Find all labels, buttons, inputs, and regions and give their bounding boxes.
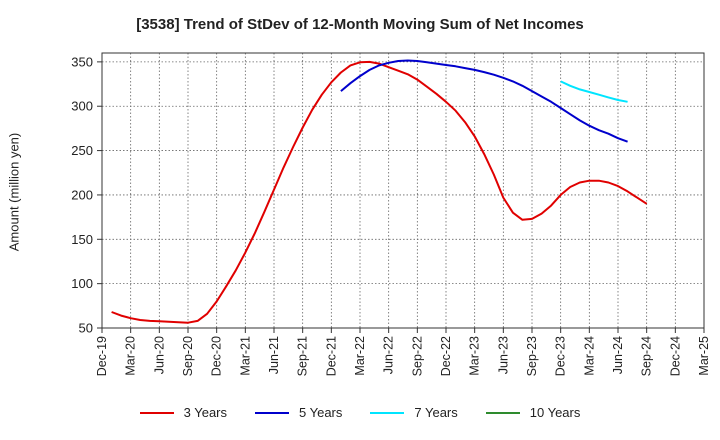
- legend-label: 7 Years: [414, 405, 458, 420]
- legend-swatch: [255, 411, 289, 414]
- x-tick-label: Sep-20: [181, 336, 195, 376]
- legend-swatch: [139, 411, 174, 414]
- x-tick-label: Dec-19: [95, 336, 109, 376]
- legend-swatch: [485, 411, 520, 414]
- legend: 3 Years 5 Years 7 Years 10 Years: [0, 405, 720, 420]
- x-tick-label: Sep-23: [525, 336, 539, 376]
- y-tick-label: 50: [79, 321, 93, 336]
- x-tick-label: Mar-25: [697, 336, 711, 376]
- series-line-3-years: [111, 60, 648, 324]
- x-tick-label: Sep-22: [410, 336, 424, 376]
- x-tick-label: Jun-21: [267, 336, 281, 374]
- y-tick-label: 300: [71, 99, 93, 114]
- x-tick-label: Mar-23: [468, 336, 482, 376]
- legend-item: 10 Years: [485, 405, 581, 420]
- x-tick-label: Dec-24: [668, 336, 682, 376]
- x-tick-label: Mar-21: [238, 336, 252, 376]
- x-tick-label: Dec-23: [554, 336, 568, 376]
- legend-swatch: [370, 411, 405, 414]
- legend-item: 7 Years: [370, 405, 458, 420]
- plot-frame: [101, 52, 705, 329]
- y-tick-label: 100: [71, 276, 93, 291]
- chart-title: [3538] Trend of StDev of 12-Month Moving…: [136, 16, 584, 33]
- x-tick-label: Jun-20: [152, 336, 166, 374]
- x-tick-label: Sep-24: [640, 336, 654, 376]
- x-tick-label: Sep-21: [296, 336, 310, 376]
- legend-label: 5 Years: [299, 405, 343, 420]
- y-tick-label: 350: [71, 54, 93, 69]
- x-tick-label: Jun-22: [382, 336, 396, 374]
- y-tick-label: 250: [71, 143, 93, 158]
- y-tick-label: 150: [71, 232, 93, 247]
- y-tick-label: 200: [71, 187, 93, 202]
- series-line-5-years: [340, 59, 628, 143]
- plot-area: [102, 53, 704, 328]
- legend-item: 3 Years: [139, 405, 227, 420]
- x-tick-label: Jun-24: [611, 336, 625, 374]
- legend-label: 3 Years: [183, 405, 227, 420]
- legend-label: 10 Years: [529, 405, 581, 420]
- x-tick-label: Dec-20: [210, 336, 224, 376]
- series-line-7-years: [560, 80, 628, 103]
- x-tick-label: Dec-22: [439, 336, 453, 376]
- x-tick-label: Mar-20: [124, 336, 138, 376]
- x-tick-label: Dec-21: [324, 336, 338, 376]
- x-tick-label: Jun-23: [496, 336, 510, 374]
- legend-item: 5 Years: [255, 405, 342, 420]
- x-tick-label: Mar-22: [353, 336, 367, 376]
- x-tick-label: Mar-24: [582, 336, 596, 376]
